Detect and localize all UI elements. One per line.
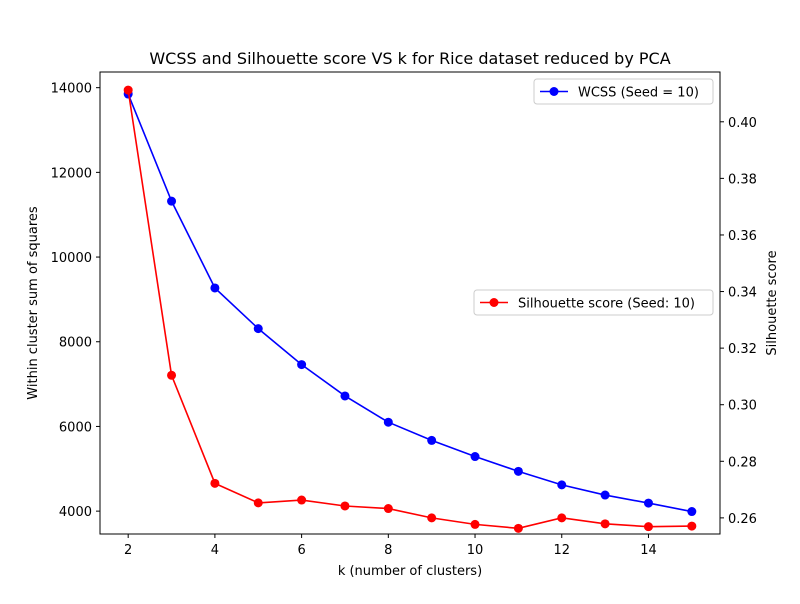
data-point-silhouette <box>297 495 307 505</box>
y-tick-label: 8000 <box>59 336 92 351</box>
data-point-wcss <box>513 466 523 476</box>
data-point-silhouette <box>557 513 567 523</box>
data-point-silhouette <box>167 370 177 380</box>
series-layer <box>123 85 697 533</box>
y-tick-label: 12000 <box>51 166 92 181</box>
y2-tick-label: 0.26 <box>728 512 757 527</box>
y2-tick-label: 0.40 <box>728 116 757 131</box>
y2-tick-label: 0.30 <box>728 399 757 414</box>
x-tick-label: 2 <box>124 543 132 558</box>
legend-label-silhouette: Silhouette score (Seed: 10) <box>518 297 695 312</box>
data-point-silhouette <box>643 522 653 532</box>
series-line-wcss <box>127 93 692 513</box>
y-axis-title: Within cluster sum of squares <box>26 206 41 400</box>
data-point-wcss <box>253 324 263 334</box>
y2-tick-label: 0.36 <box>728 229 757 244</box>
legend-marker-wcss <box>549 87 559 96</box>
y2-tick-label: 0.28 <box>728 455 757 470</box>
y-tick-label: 10000 <box>51 251 92 266</box>
data-point-wcss <box>687 507 697 517</box>
series-line-silhouette <box>127 89 692 530</box>
x-tick-label: 6 <box>297 543 305 558</box>
x-tick-label: 14 <box>640 543 657 558</box>
data-point-silhouette <box>470 519 480 529</box>
data-point-silhouette <box>383 504 393 514</box>
x-tick-label: 8 <box>384 543 392 558</box>
y-tick-label: 6000 <box>59 420 92 435</box>
data-point-wcss <box>340 391 350 401</box>
data-point-silhouette <box>123 85 133 95</box>
chart-title: WCSS and Silhouette score VS k for Rice … <box>149 49 670 68</box>
data-point-silhouette <box>340 501 350 511</box>
data-point-silhouette <box>427 513 437 523</box>
legend-box-silhouette <box>473 289 714 316</box>
data-point-wcss <box>383 417 393 427</box>
ticks-layer: 2 4 6 8 10 12 14 4000 6000 8000 10000 12000 14000 0.2… <box>51 82 757 558</box>
data-point-wcss <box>167 196 177 206</box>
data-point-wcss <box>297 360 307 370</box>
y2-axis-title: Silhouette score <box>765 250 780 355</box>
data-point-wcss <box>557 480 567 490</box>
x-tick-label: 12 <box>553 543 570 558</box>
legend-box-wcss <box>533 78 714 105</box>
data-point-silhouette <box>600 519 610 529</box>
data-point-wcss <box>643 498 653 508</box>
x-axis-title: k (number of clusters) <box>338 564 482 579</box>
data-point-wcss <box>210 283 220 293</box>
y2-tick-label: 0.38 <box>728 172 757 187</box>
x-tick-label: 10 <box>467 543 484 558</box>
legend-layer: WCSS (Seed = 10) Silhouette score (Seed: … <box>473 78 714 316</box>
y2-tick-label: 0.34 <box>728 286 757 301</box>
plot-frame <box>99 71 721 535</box>
data-point-wcss <box>470 452 480 462</box>
legend-label-wcss: WCSS (Seed = 10) <box>578 86 699 101</box>
data-point-silhouette <box>253 498 263 508</box>
data-point-silhouette <box>210 478 220 488</box>
data-point-wcss <box>427 435 437 445</box>
data-point-silhouette <box>687 521 697 531</box>
x-tick-label: 4 <box>211 543 219 558</box>
y-tick-label: 4000 <box>59 505 92 520</box>
data-point-silhouette <box>513 523 523 533</box>
y2-tick-label: 0.32 <box>728 342 757 357</box>
data-point-wcss <box>600 490 610 500</box>
y-tick-label: 14000 <box>51 82 92 97</box>
legend-marker-silhouette <box>489 298 499 307</box>
